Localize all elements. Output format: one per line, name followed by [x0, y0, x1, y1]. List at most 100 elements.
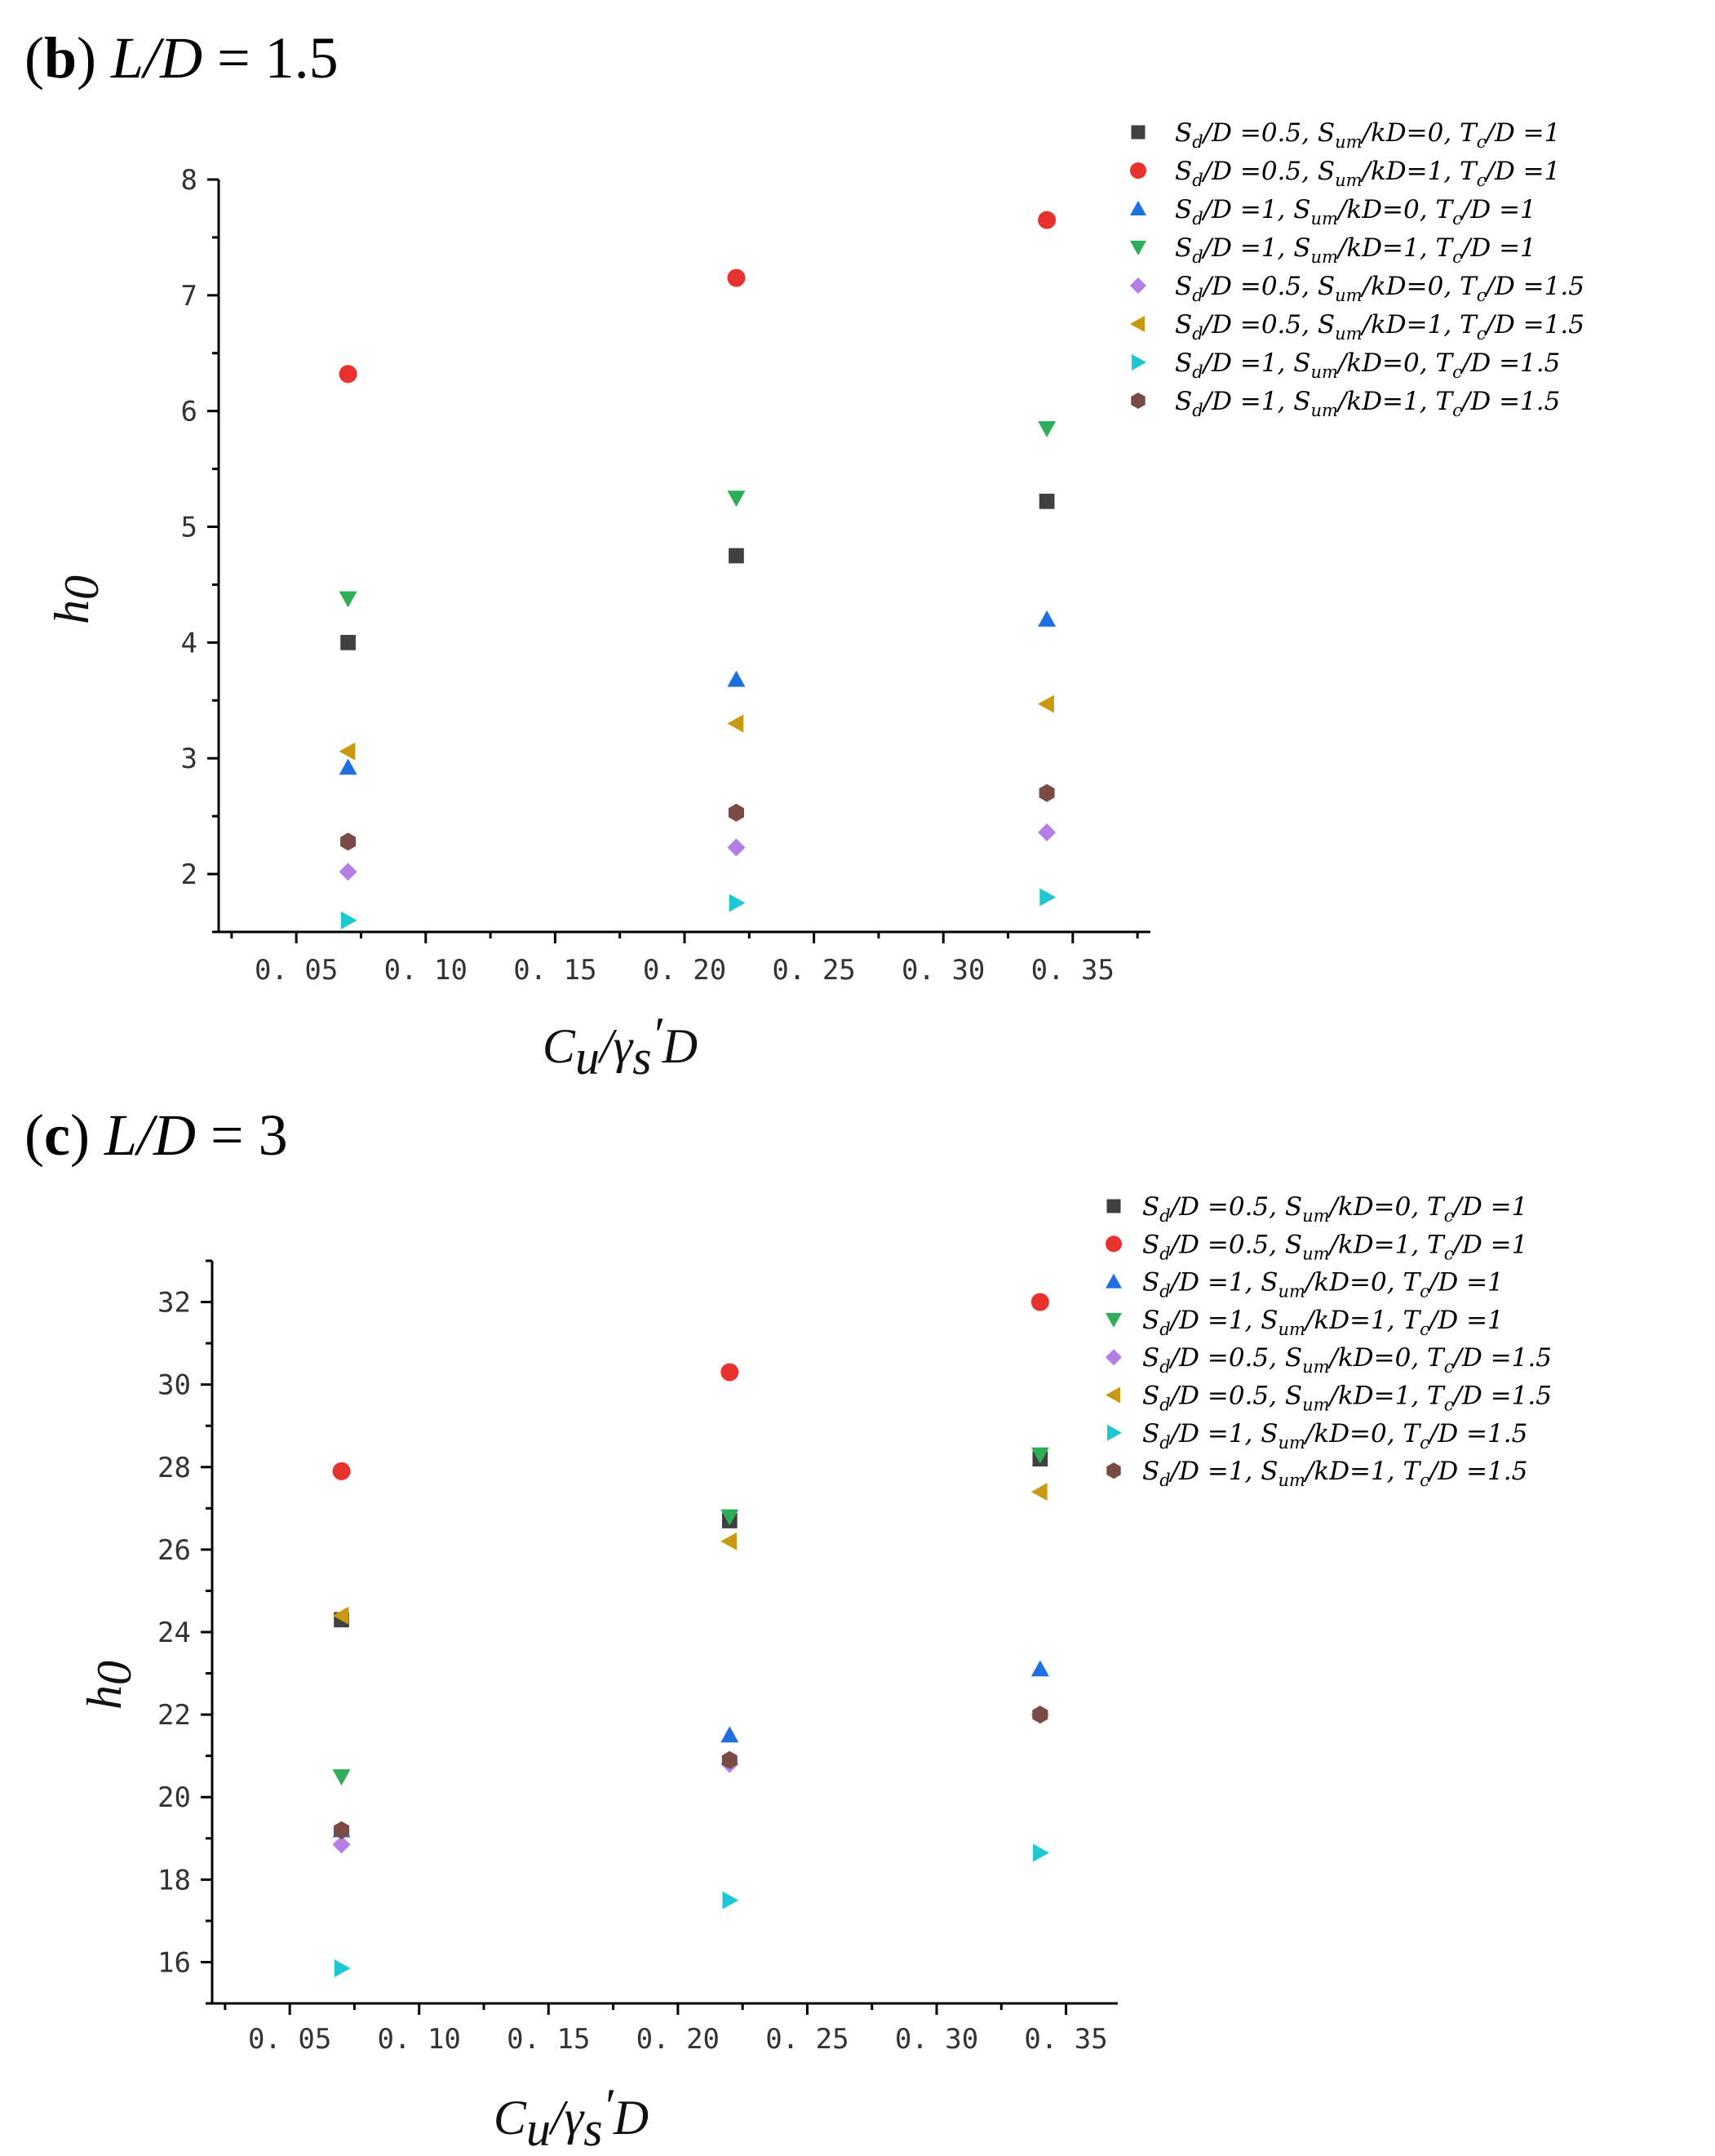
point-diamond [332, 1835, 351, 1854]
legend-label: Sd/D =0.5, Sum/kD=1, Tc/D =1.5 [1175, 310, 1584, 344]
legend-marker-circle [1130, 162, 1146, 179]
legend: Sd/D =0.5, Sum/kD=0, Tc/D =1 Sd/D =0.5, S… [1130, 118, 1584, 420]
legend-marker-triangle-up [1130, 201, 1146, 215]
legend-label: Sd/D =0.5, Sum/kD=1, Tc/D =1 [1142, 1230, 1527, 1263]
x-tick-label: 0. 30 [895, 2023, 978, 2056]
point-triangle-up [727, 670, 746, 687]
legend-label: Sd/D =1, Sum/kD=1, Tc/D =1 [1142, 1306, 1504, 1339]
y-tick-label: 22 [157, 1699, 191, 1732]
y-tick-label: 28 [157, 1452, 191, 1484]
legend-label: Sd/D =1, Sum/kD=0, Tc/D =1.5 [1142, 1419, 1527, 1453]
y-tick-label: 20 [157, 1781, 191, 1814]
point-diamond [727, 838, 746, 857]
x-tick-label: 0. 25 [772, 954, 855, 987]
legend-label: Sd/D =0.5, Sum/kD=0, Tc/D =1 [1142, 1192, 1527, 1226]
point-hexagon [721, 1750, 738, 1769]
legend-label: Sd/D =1, Sum/kD=0, Tc/D =1.5 [1175, 348, 1560, 382]
point-triangle-down [720, 1509, 739, 1526]
point-triangle-right [722, 1891, 739, 1910]
point-triangle-down [1030, 1447, 1049, 1464]
legend-marker-circle [1106, 1235, 1122, 1253]
x-tick-label: 0. 35 [1024, 2023, 1107, 2056]
point-circle [332, 1462, 351, 1480]
legend-marker-triangle-down [1106, 1312, 1122, 1328]
x-tick-label: 0. 05 [248, 2023, 331, 2056]
point-hexagon [1032, 1706, 1048, 1724]
point-square [1039, 493, 1055, 509]
point-triangle-left [332, 1606, 349, 1625]
x-axis-label: Cu/γs′D [543, 1008, 698, 1085]
legend: Sd/D =0.5, Sum/kD=0, Tc/D =1 Sd/D =0.5, S… [1106, 1192, 1552, 1490]
legend-label: Sd/D =1, Sum/kD=1, Tc/D =1.5 [1142, 1457, 1527, 1490]
legend-marker-diamond [1130, 277, 1146, 294]
legend-label: Sd/D =0.5, Sum/kD=0, Tc/D =1.5 [1142, 1343, 1552, 1377]
y-tick-label: 5 [181, 512, 197, 544]
point-triangle-left [339, 742, 356, 761]
point-square [340, 635, 356, 650]
point-hexagon [1039, 783, 1055, 802]
point-triangle-down [332, 1769, 351, 1786]
point-triangle-down [727, 490, 746, 508]
point-triangle-left [1038, 694, 1054, 713]
point-hexagon [340, 832, 357, 851]
y-tick-label: 8 [181, 164, 197, 197]
y-tick-label: 4 [181, 627, 197, 659]
point-triangle-right [340, 911, 357, 929]
x-tick-label: 0. 05 [255, 954, 338, 987]
y-axis-label: h0 [78, 1661, 141, 1710]
point-triangle-right [334, 1959, 351, 1978]
chart-title: (c) L/D = 3 [24, 1102, 288, 1168]
legend-marker-triangle-down [1130, 241, 1146, 255]
x-tick-label: 0. 20 [643, 954, 726, 987]
x-tick-label: 0. 25 [765, 2023, 849, 2056]
chart-panel-c: (c) L/D = 3 0. 05 0. 10 0. 15 0. 20 0. 25 0. 3… [24, 1102, 1552, 2156]
point-triangle-left [1030, 1483, 1048, 1502]
point-triangle-up [339, 758, 357, 775]
legend-label: Sd/D =1, Sum/kD=0, Tc/D =1 [1175, 195, 1536, 228]
legend-label: Sd/D =1, Sum/kD=1, Tc/D =1 [1175, 233, 1536, 267]
x-tick-label: 0. 30 [902, 954, 985, 987]
point-diamond [339, 863, 357, 881]
point-triangle-up [1030, 1660, 1049, 1677]
y-tick-label: 18 [157, 1864, 191, 1896]
legend-marker-square [1131, 125, 1146, 140]
point-circle [727, 268, 746, 287]
legend-marker-triangle-right [1132, 354, 1146, 370]
point-circle [720, 1363, 739, 1382]
x-axis-label: Cu/γs′D [494, 2079, 649, 2156]
point-triangle-right [1039, 888, 1057, 907]
x-tick-label: 0. 10 [384, 954, 468, 987]
point-circle [1038, 211, 1057, 229]
point-triangle-left [727, 714, 744, 733]
y-axis-label: h0 [45, 575, 109, 624]
point-triangle-left [720, 1532, 738, 1550]
y-tick-label: 16 [157, 1946, 191, 1979]
legend-label: Sd/D =0.5, Sum/kD=1, Tc/D =1 [1175, 157, 1560, 190]
chart-title: (b) L/D = 1.5 [24, 25, 339, 91]
x-tick-label: 0. 15 [513, 954, 596, 987]
legend-label: Sd/D =0.5, Sum/kD=0, Tc/D =1 [1175, 118, 1560, 152]
point-hexagon [728, 803, 744, 822]
point-circle [1030, 1293, 1049, 1311]
legend-marker-triangle-left [1106, 1386, 1120, 1404]
point-triangle-up [720, 1726, 739, 1743]
point-hexagon [334, 1821, 350, 1839]
point-triangle-down [1038, 421, 1057, 437]
legend-marker-hexagon [1106, 1462, 1121, 1479]
y-tick-label: 30 [157, 1369, 191, 1402]
legend-label: Sd/D =0.5, Sum/kD=1, Tc/D =1.5 [1142, 1382, 1552, 1415]
x-tick-label: 0. 15 [507, 2023, 590, 2056]
point-triangle-down [339, 591, 357, 608]
point-triangle-right [1033, 1843, 1049, 1862]
x-tick-label: 0. 35 [1031, 954, 1115, 987]
legend-marker-triangle-up [1106, 1273, 1122, 1289]
legend-label: Sd/D =0.5, Sum/kD=0, Tc/D =1.5 [1175, 272, 1584, 305]
y-tick-label: 26 [157, 1534, 191, 1567]
legend-label: Sd/D =1, Sum/kD=0, Tc/D =1 [1142, 1268, 1504, 1302]
y-tick-label: 3 [181, 743, 197, 775]
legend-label: Sd/D =1, Sum/kD=1, Tc/D =1.5 [1175, 387, 1560, 420]
y-tick-label: 2 [181, 858, 197, 891]
point-square [729, 548, 744, 564]
point-triangle-right [729, 894, 746, 912]
